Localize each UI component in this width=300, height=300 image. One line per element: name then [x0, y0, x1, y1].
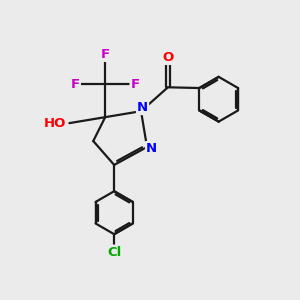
Text: F: F — [130, 78, 140, 91]
Text: F: F — [100, 48, 110, 61]
Text: F: F — [71, 78, 80, 91]
Text: N: N — [137, 101, 148, 114]
Text: HO: HO — [44, 117, 66, 130]
Text: N: N — [146, 142, 157, 155]
Text: Cl: Cl — [107, 246, 121, 259]
Text: O: O — [162, 51, 173, 64]
